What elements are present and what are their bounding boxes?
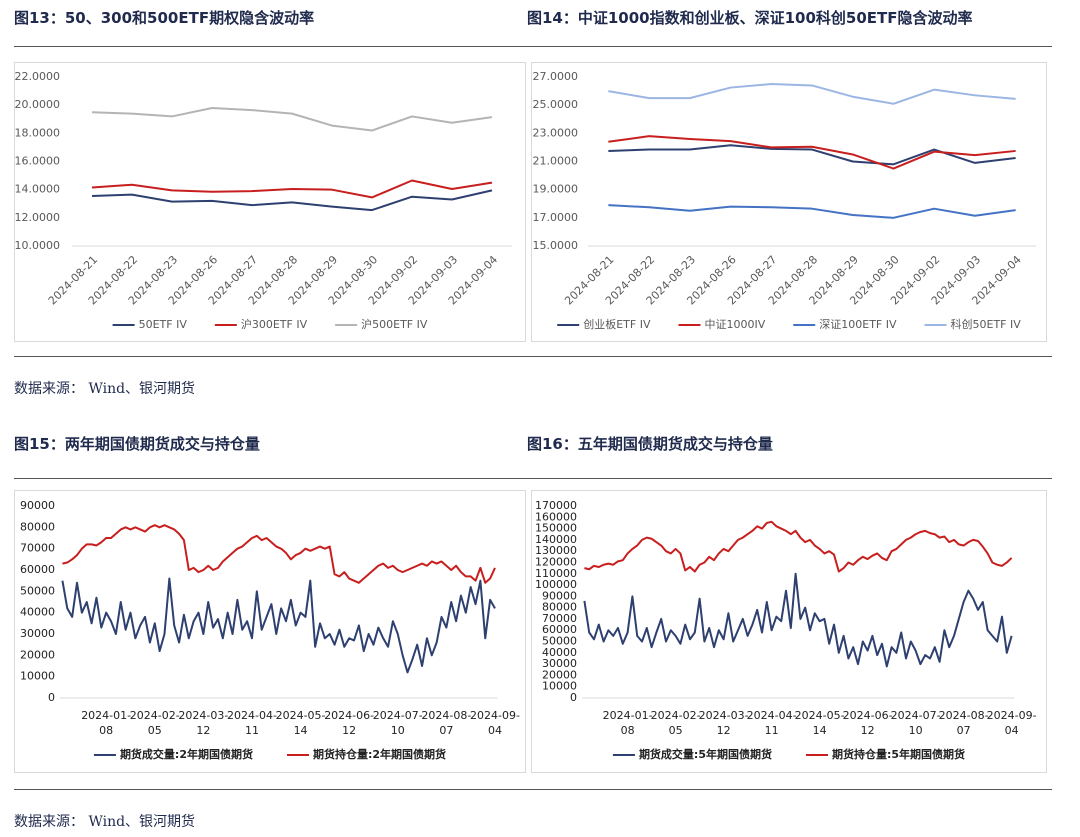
legend-label: 创业板ETF IV — [583, 317, 651, 331]
y-tick-label: 20.0000 — [15, 98, 61, 111]
series-line — [91, 106, 493, 132]
x-tick-label: 2024-03-12 — [699, 709, 749, 737]
legend-label: 期货成交量:2年期国债期货 — [120, 747, 253, 761]
y-tick-label: 10000 — [20, 670, 55, 683]
series-line — [91, 189, 493, 212]
rule — [14, 789, 1052, 790]
y-tick-label: 21.0000 — [533, 155, 579, 168]
y-tick-label: 170000 — [535, 499, 577, 512]
y-tick-label: 10000 — [542, 680, 577, 693]
y-tick-label: 90000 — [20, 499, 55, 512]
x-tick-label: 2024-04-11 — [227, 709, 277, 737]
y-tick-label: 18.0000 — [15, 126, 61, 139]
x-tick-label: 2024-06-12 — [324, 709, 374, 737]
x-tick-label: 2024-02-05 — [651, 709, 701, 737]
y-tick-label: 20000 — [542, 668, 577, 681]
series-line — [608, 144, 1016, 166]
x-tick-label: 2024-03-12 — [178, 709, 228, 737]
figure-title: 图15：两年期国债期货成交与持仓量 — [14, 435, 260, 453]
y-tick-label: 23.0000 — [533, 126, 579, 139]
y-tick-label: 70000 — [20, 542, 55, 555]
series-line — [61, 577, 496, 674]
series-line — [584, 520, 1013, 573]
y-tick-label: 60000 — [20, 563, 55, 576]
y-tick-label: 160000 — [535, 510, 577, 523]
y-tick-label: 110000 — [535, 567, 577, 580]
y-tick-label: 100000 — [535, 578, 577, 591]
y-tick-label: 16.0000 — [15, 155, 61, 168]
y-tick-label: 130000 — [535, 544, 577, 557]
legend-label: 科创50ETF IV — [951, 317, 1022, 331]
y-tick-label: 90000 — [542, 589, 577, 602]
y-tick-label: 19.0000 — [533, 183, 579, 196]
y-tick-label: 150000 — [535, 522, 577, 535]
series-line — [608, 135, 1016, 170]
figure-title: 图13：50、300和500ETF期权隐含波动率 — [14, 9, 315, 27]
figure-title: 图16：五年期国债期货成交与持仓量 — [527, 435, 773, 453]
x-tick-label: 2024-05-14 — [795, 709, 845, 737]
y-tick-label: 40000 — [20, 606, 55, 619]
y-tick-label: 14.0000 — [15, 183, 61, 196]
y-tick-label: 20000 — [20, 648, 55, 661]
y-tick-label: 60000 — [542, 623, 577, 636]
y-tick-label: 10.0000 — [15, 239, 61, 252]
legend-label: 期货持仓量:2年期国债期货 — [313, 747, 446, 761]
y-tick-label: 15.0000 — [533, 239, 579, 252]
x-tick-label: 2024-04-11 — [747, 709, 797, 737]
rule — [14, 356, 1052, 357]
x-tick-label: 2024-06-12 — [843, 709, 893, 737]
series-line — [608, 83, 1016, 105]
y-tick-label: 70000 — [542, 612, 577, 625]
legend-label: 期货成交量:5年期国债期货 — [639, 747, 772, 761]
y-tick-label: 0 — [570, 691, 577, 704]
rule — [14, 478, 1052, 479]
y-tick-label: 25.0000 — [533, 98, 579, 111]
series-line — [91, 179, 493, 199]
x-tick-label: 2024-08-07 — [421, 709, 471, 737]
source-note: 数据来源： Wind、银河期货 — [14, 814, 196, 830]
x-tick-label: 2024-07-10 — [373, 709, 423, 737]
x-tick-label: 2024-01-08 — [603, 709, 653, 737]
y-tick-label: 27.0000 — [533, 70, 579, 83]
x-tick-label: 2024-09-04 — [987, 709, 1037, 737]
x-tick-label: 2024-09-04 — [470, 709, 520, 737]
y-tick-label: 30000 — [20, 627, 55, 640]
x-tick-label: 2024-01-08 — [81, 709, 131, 737]
legend-label: 沪300ETF IV — [241, 317, 308, 331]
y-tick-label: 120000 — [535, 555, 577, 568]
y-tick-label: 80000 — [20, 520, 55, 533]
y-tick-label: 12.0000 — [15, 211, 61, 224]
legend-label: 期货持仓量:5年期国债期货 — [832, 747, 965, 761]
x-tick-label: 2024-07-10 — [891, 709, 941, 737]
y-tick-label: 30000 — [542, 657, 577, 670]
y-tick-label: 50000 — [542, 635, 577, 648]
y-tick-label: 80000 — [542, 601, 577, 614]
chart-frame — [531, 490, 1047, 773]
series-line — [583, 572, 1013, 668]
figure-title: 图14：中证1000指数和创业板、深证100科创50ETF隐含波动率 — [527, 9, 973, 27]
y-tick-label: 17.0000 — [533, 211, 579, 224]
y-tick-label: 22.0000 — [15, 70, 61, 83]
legend-label: 沪500ETF IV — [361, 317, 428, 331]
legend-label: 中证1000IV — [704, 318, 765, 331]
chart-frame — [14, 490, 526, 773]
legend-label: 深证100ETF IV — [819, 318, 897, 331]
x-tick-label: 2024-08-07 — [939, 709, 989, 737]
series-line — [608, 204, 1016, 219]
y-tick-label: 50000 — [20, 584, 55, 597]
y-tick-label: 140000 — [535, 533, 577, 546]
legend-label: 50ETF IV — [139, 318, 188, 331]
chart-frame — [531, 62, 1047, 342]
x-tick-label: 2024-02-05 — [130, 709, 180, 737]
chart-frame — [14, 62, 526, 342]
rule — [14, 46, 1052, 47]
y-tick-label: 0 — [48, 691, 55, 704]
source-note: 数据来源： Wind、银河期货 — [14, 381, 196, 397]
series-line — [62, 524, 496, 584]
y-tick-label: 40000 — [542, 646, 577, 659]
x-tick-label: 2024-05-14 — [276, 709, 326, 737]
